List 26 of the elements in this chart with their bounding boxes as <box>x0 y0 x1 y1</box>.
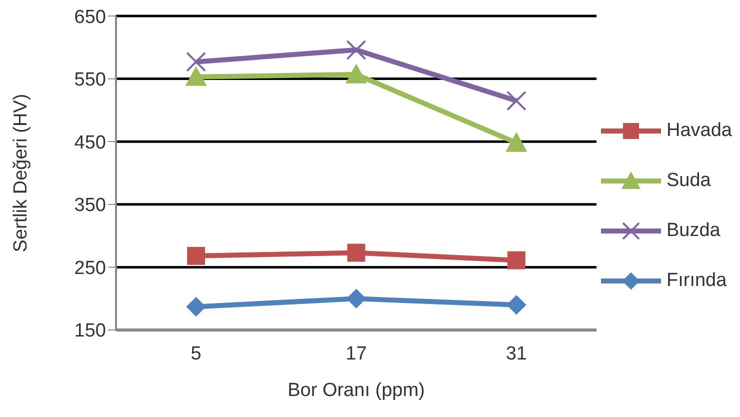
point <box>345 64 368 84</box>
y-tick-label: 650 <box>74 6 106 28</box>
legend-label: Fırında <box>666 270 727 292</box>
x-tick-label: 17 <box>346 343 367 364</box>
legend-label: Havada <box>666 120 732 142</box>
legend-label: Suda <box>666 170 711 192</box>
y-tick-label: 350 <box>74 195 106 216</box>
point <box>186 296 206 317</box>
y-tick-label: 250 <box>74 258 106 279</box>
y-tick-label: 450 <box>74 132 106 154</box>
y-axis-title: Sertlik Değeri (HV) <box>10 94 32 252</box>
y-tick-label: 550 <box>74 70 106 91</box>
point <box>187 246 206 265</box>
point <box>346 40 366 60</box>
x-axis-title: Bor Oranı (ppm) <box>288 380 425 401</box>
legend-label: Buzda <box>666 220 720 242</box>
x-tick-label: 31 <box>506 343 527 364</box>
point <box>185 66 207 86</box>
point <box>506 132 528 152</box>
point <box>507 251 526 270</box>
x-tick-label: 5 <box>190 343 202 364</box>
y-tick-label: 150 <box>74 320 106 342</box>
point <box>347 244 366 262</box>
point <box>186 52 206 72</box>
point <box>506 294 526 315</box>
point <box>506 90 526 111</box>
